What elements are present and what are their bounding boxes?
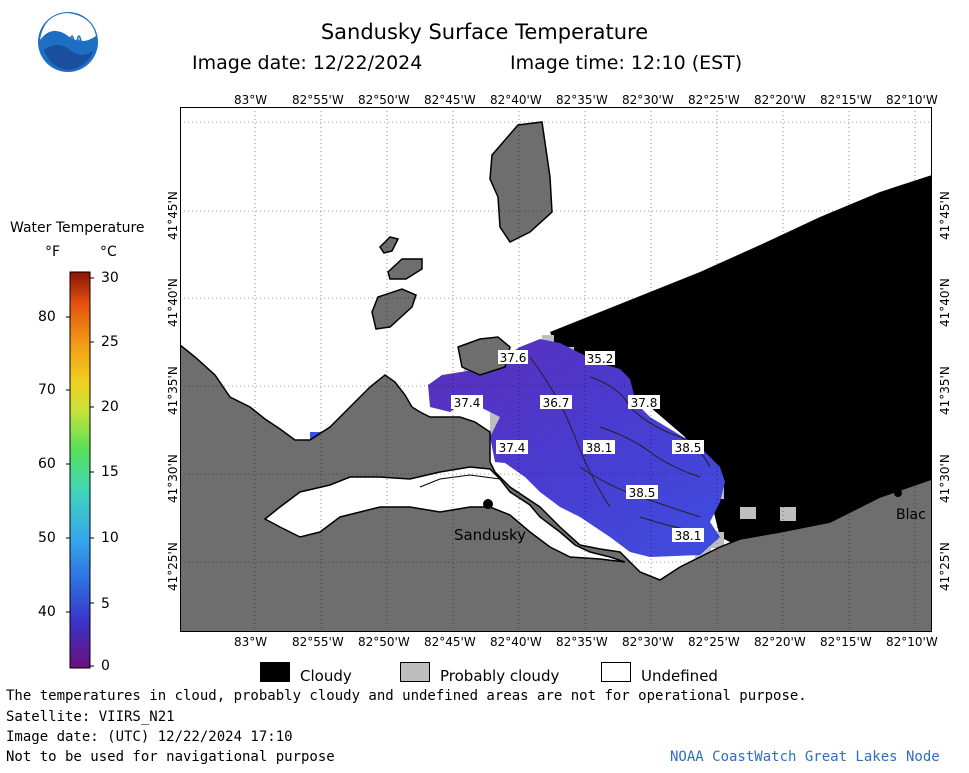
cb-c-0: 0 bbox=[101, 658, 110, 674]
temp-label-3: 37.4 bbox=[451, 395, 483, 410]
lon-top-3: 82°50'W bbox=[358, 93, 410, 107]
colorbar-title: Water Temperature bbox=[10, 220, 145, 236]
lon-bottom-8: 82°25'W bbox=[688, 635, 740, 649]
lon-bottom-3: 82°50'W bbox=[358, 635, 410, 649]
colorbar-unit-c: °C bbox=[100, 244, 117, 260]
footer-utc-date: Image date: (UTC) 12/22/2024 17:10 bbox=[6, 729, 293, 745]
image-time: Image time: 12:10 (EST) bbox=[510, 52, 743, 74]
cb-c-25: 25 bbox=[101, 334, 119, 350]
temp-label-text: 38.5 bbox=[675, 441, 702, 455]
water-temperature-region bbox=[428, 339, 725, 557]
footer-satellite: Satellite: VIIRS_N21 bbox=[6, 709, 175, 725]
lon-top-9: 82°20'W bbox=[754, 93, 806, 107]
colorbar-unit-f: °F bbox=[45, 244, 61, 260]
sandusky-marker bbox=[483, 499, 493, 509]
lon-bottom-5: 82°40'W bbox=[490, 635, 542, 649]
lon-top-4: 82°45'W bbox=[424, 93, 476, 107]
lon-top-2: 82°55'W bbox=[292, 93, 344, 107]
lon-bottom-10: 82°15'W bbox=[820, 635, 872, 649]
temp-label-10: 38.1 bbox=[672, 528, 704, 543]
legend-probably-cloudy-swatch bbox=[400, 662, 430, 682]
lat-right-5: 41°25'N bbox=[938, 542, 952, 591]
temp-label-text: 35.2 bbox=[587, 352, 614, 366]
lat-left-5: 41°25'N bbox=[166, 542, 180, 591]
temp-label-7: 38.1 bbox=[583, 440, 615, 455]
noaa-logo-text: NOAA bbox=[54, 35, 83, 45]
legend-cloudy-swatch bbox=[260, 662, 290, 682]
cb-c-10: 10 bbox=[101, 530, 119, 546]
temp-label-text: 38.1 bbox=[675, 529, 702, 543]
lon-top-1: 83°W bbox=[234, 93, 268, 107]
temp-label-text: 37.8 bbox=[631, 396, 658, 410]
footer-credit-link[interactable]: NOAA CoastWatch Great Lakes Node bbox=[670, 749, 940, 765]
footer-navigation-note: Not to be used for navigational purpose bbox=[6, 749, 335, 765]
lat-right-2: 41°40'N bbox=[938, 278, 952, 327]
temp-label-text: 38.1 bbox=[586, 441, 613, 455]
middle-bass-island bbox=[387, 258, 423, 280]
lat-left-3: 41°35'N bbox=[166, 366, 180, 415]
cb-c-30: 30 bbox=[101, 270, 119, 286]
cb-f-80: 80 bbox=[38, 309, 56, 325]
land-south bbox=[180, 344, 932, 632]
image-date: Image date: 12/22/2024 bbox=[192, 52, 423, 74]
cb-f-70: 70 bbox=[38, 382, 56, 398]
lon-bottom-4: 82°45'W bbox=[424, 635, 476, 649]
lat-left-4: 41°30'N bbox=[166, 454, 180, 503]
legend-undefined-swatch bbox=[601, 662, 631, 682]
lon-bottom-7: 82°30'W bbox=[622, 635, 674, 649]
legend-cloudy-label: Cloudy bbox=[300, 667, 352, 685]
lat-right-1: 41°45'N bbox=[938, 191, 952, 240]
cb-f-60: 60 bbox=[38, 456, 56, 472]
lon-top-6: 82°35'W bbox=[556, 93, 608, 107]
black-marker bbox=[894, 489, 902, 497]
sandusky-bay bbox=[263, 466, 626, 563]
temp-label-text: 37.4 bbox=[454, 396, 481, 410]
black-label: Blac bbox=[896, 507, 926, 523]
lat-left-2: 41°40'N bbox=[166, 278, 180, 327]
temp-label-6: 37.4 bbox=[496, 440, 528, 455]
south-bass-island bbox=[371, 288, 417, 330]
cb-c-5: 5 bbox=[101, 596, 110, 612]
temp-label-5: 37.8 bbox=[628, 395, 660, 410]
cb-c-15: 15 bbox=[101, 464, 119, 480]
lon-top-10: 82°15'W bbox=[820, 93, 872, 107]
lon-bottom-1: 83°W bbox=[234, 635, 268, 649]
noaa-logo: NOAA bbox=[38, 12, 98, 72]
colorbar bbox=[66, 271, 94, 669]
gibraltar-island bbox=[379, 236, 400, 254]
temp-label-text: 37.4 bbox=[499, 441, 526, 455]
lon-bottom-2: 82°55'W bbox=[292, 635, 344, 649]
map-title: Sandusky Surface Temperature bbox=[320, 20, 649, 44]
cloudy-region bbox=[550, 175, 932, 547]
lon-top-5: 82°40'W bbox=[490, 93, 542, 107]
legend-probably-cloudy-label: Probably cloudy bbox=[440, 667, 560, 685]
temp-label-4: 36.7 bbox=[540, 395, 572, 410]
temp-label-9: 38.5 bbox=[626, 485, 658, 500]
lat-right-4: 41°30'N bbox=[938, 454, 952, 503]
lon-top-8: 82°25'W bbox=[688, 93, 740, 107]
temperature-map: 37.6 35.2 37.4 36.7 37.8 37.4 38.1 38.5 … bbox=[180, 107, 932, 632]
lon-bottom-6: 82°35'W bbox=[556, 635, 608, 649]
lon-top-11: 82°10'W bbox=[886, 93, 938, 107]
legend-undefined-label: Undefined bbox=[641, 667, 718, 685]
temp-label-1: 37.6 bbox=[498, 350, 528, 365]
temp-label-2: 35.2 bbox=[585, 351, 615, 366]
sandusky-label: Sandusky bbox=[454, 526, 526, 544]
cb-f-40: 40 bbox=[38, 604, 56, 620]
kelleys-island bbox=[489, 121, 553, 243]
cb-f-50: 50 bbox=[38, 530, 56, 546]
lat-right-3: 41°35'N bbox=[938, 366, 952, 415]
footer-disclaimer: The temperatures in cloud, probably clou… bbox=[6, 688, 807, 704]
lon-bottom-11: 82°10'W bbox=[886, 635, 938, 649]
temp-label-8: 38.5 bbox=[672, 440, 704, 455]
cb-c-20: 20 bbox=[101, 399, 119, 415]
temp-label-text: 36.7 bbox=[543, 396, 570, 410]
lon-top-7: 82°30'W bbox=[622, 93, 674, 107]
lon-bottom-9: 82°20'W bbox=[754, 635, 806, 649]
temp-label-text: 38.5 bbox=[629, 486, 656, 500]
temp-label-text: 37.6 bbox=[500, 351, 527, 365]
lat-left-1: 41°45'N bbox=[166, 191, 180, 240]
